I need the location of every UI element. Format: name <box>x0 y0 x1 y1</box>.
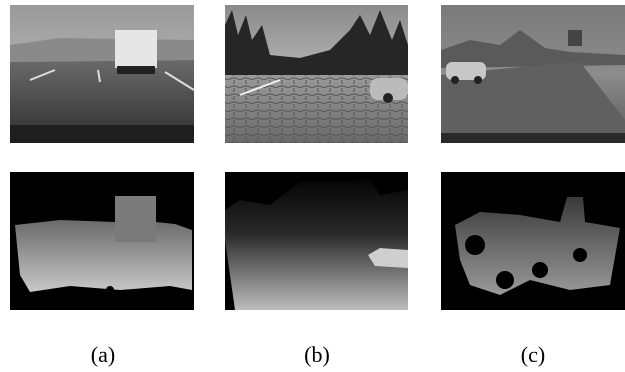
panel-caption: (c) <box>521 342 545 367</box>
depth-b <box>225 172 408 310</box>
panel-caption: (a) <box>91 342 115 367</box>
panel-caption: (b) <box>304 342 330 367</box>
depth-a <box>10 172 194 310</box>
image-a-scene <box>10 5 195 143</box>
image-b-scene <box>225 5 408 143</box>
depth-c <box>441 172 625 310</box>
image-c-scene <box>441 5 625 143</box>
